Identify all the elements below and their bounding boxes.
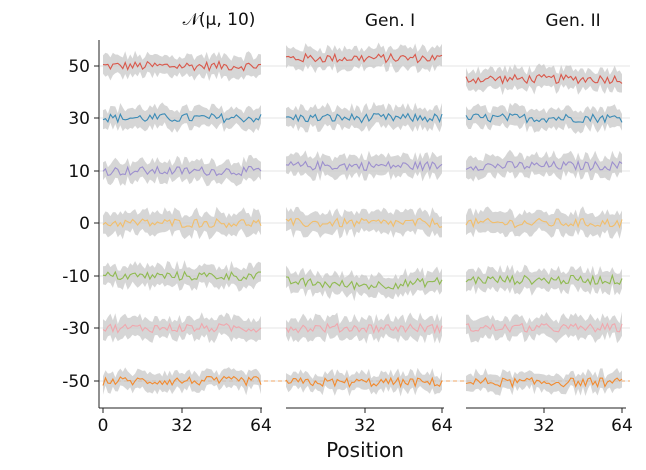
band-0-gen-2 <box>466 206 622 239</box>
series-line--50-gen-2 <box>465 376 623 389</box>
axes <box>94 40 626 413</box>
band-10-gen-1 <box>286 150 442 182</box>
y-tick-label--50: -50 <box>62 372 90 392</box>
band--50-gen-1 <box>286 367 442 397</box>
band--30-normal <box>103 312 261 344</box>
x-tick-label-gen-1-64: 64 <box>431 416 453 436</box>
x-tick-label-normal-0: 0 <box>98 416 109 436</box>
series-line-50-normal <box>102 59 262 73</box>
series-line-50-gen-1 <box>285 52 443 64</box>
series-line-10-gen-1 <box>285 159 443 172</box>
y-tick-label-30: 30 <box>68 109 90 129</box>
series-line--30-gen-2 <box>465 322 623 334</box>
series-line-50-gen-2 <box>465 73 623 85</box>
series-line--30-gen-1 <box>285 322 443 335</box>
band-50-gen-2 <box>466 63 622 96</box>
series-line-30-normal <box>102 112 262 124</box>
series-line-30-gen-1 <box>285 112 443 124</box>
x-axis-label: Position <box>326 438 404 462</box>
x-tick-label-normal-32: 32 <box>171 416 193 436</box>
panel-title-gen-2: Gen. II <box>545 11 600 31</box>
band-0-gen-1 <box>286 206 442 239</box>
band-50-normal <box>103 50 261 82</box>
band-50-gen-1 <box>286 42 442 74</box>
series-line--10-normal <box>102 270 262 282</box>
series-line--50-gen-1 <box>285 376 443 389</box>
series-line--10-gen-2 <box>465 273 623 286</box>
series-line-0-gen-2 <box>465 217 623 229</box>
series-line--10-gen-1 <box>285 276 443 291</box>
y-tick-label--10: -10 <box>62 267 90 287</box>
band--50-normal <box>103 367 261 396</box>
band--10-normal <box>103 260 261 292</box>
band--10-gen-1 <box>286 265 442 302</box>
x-tick-label-gen-1-32: 32 <box>354 416 376 436</box>
x-tick-label-normal-64: 64 <box>250 416 272 436</box>
series-line-30-gen-2 <box>465 112 623 124</box>
series-line-10-normal <box>102 165 262 177</box>
y-tick-label-0: 0 <box>79 214 90 234</box>
series-line--50-normal <box>102 375 262 387</box>
y-tick-label-50: 50 <box>68 57 90 77</box>
x-tick-label-gen-2-32: 32 <box>533 416 555 436</box>
band-0-normal <box>103 206 261 240</box>
x-tick-label-gen-2-64: 64 <box>611 416 633 436</box>
band-10-normal <box>103 154 261 187</box>
band--10-gen-2 <box>466 264 622 296</box>
y-tick-label-10: 10 <box>68 162 90 182</box>
band--30-gen-2 <box>466 311 622 344</box>
series-line-0-normal <box>102 217 262 229</box>
panel-title-normal: 𝒩(μ, 10) <box>183 10 256 30</box>
y-tick-label--30: -30 <box>62 319 90 339</box>
series-line--30-normal <box>102 322 262 334</box>
series-line-0-gen-1 <box>285 217 443 229</box>
series-line-10-gen-2 <box>465 159 623 172</box>
series-lines <box>102 52 623 389</box>
labels: 𝒩(μ, 10) Gen. I Gen. II Position 50 30 10 0… <box>62 10 633 462</box>
band-30-normal <box>103 102 261 133</box>
panel-title-gen-1: Gen. I <box>365 11 415 31</box>
